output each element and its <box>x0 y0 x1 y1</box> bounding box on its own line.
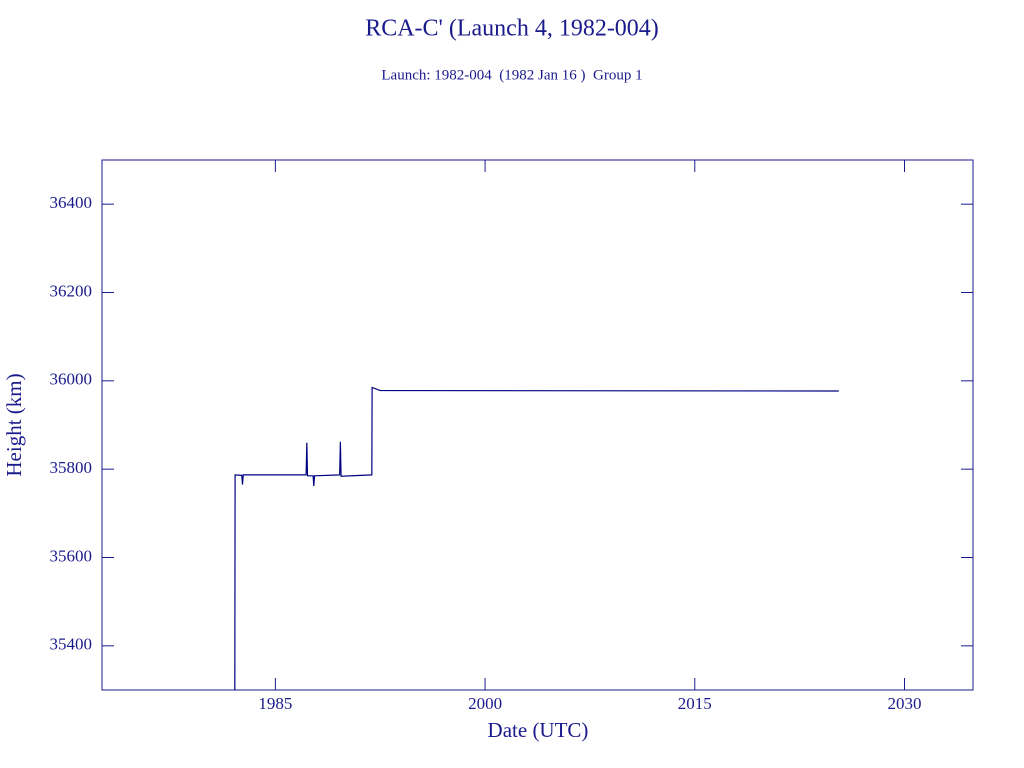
y-tick-label: 35600 <box>50 546 93 565</box>
x-tick-label: 1985 <box>258 694 292 713</box>
plot-frame <box>101 159 974 691</box>
y-tick-label: 36200 <box>50 281 93 300</box>
y-axis-label: Height (km) <box>2 373 26 476</box>
y-tick-label: 35400 <box>50 635 93 654</box>
data-line <box>234 386 839 691</box>
y-tick-label: 36000 <box>50 370 93 389</box>
x-tick-label: 2000 <box>468 694 502 713</box>
x-tick-label: 2030 <box>887 694 921 713</box>
chart-title: RCA-C' (Launch 4, 1982-004) <box>365 16 659 42</box>
x-tick-label: 2015 <box>678 694 712 713</box>
chart-subtitle: Launch: 1982-004 (1982 Jan 16 ) Group 1 <box>381 67 642 83</box>
y-tick-label: 36400 <box>50 193 93 212</box>
y-tick-label: 35800 <box>50 458 93 477</box>
x-axis-label: Date (UTC) <box>488 718 589 742</box>
